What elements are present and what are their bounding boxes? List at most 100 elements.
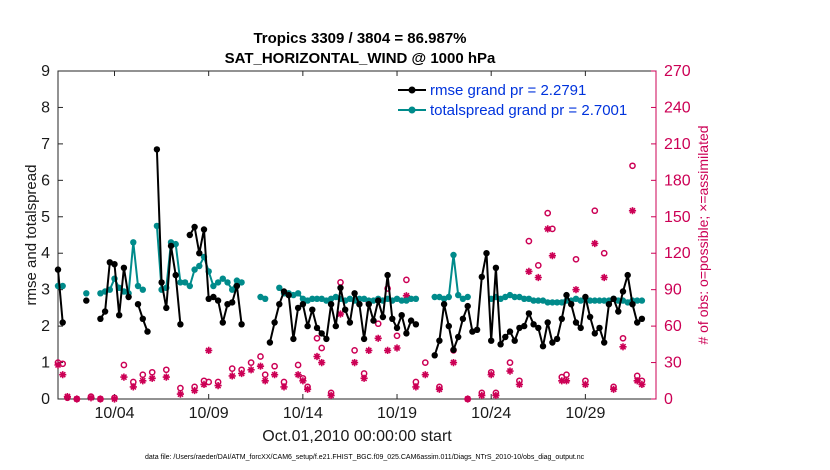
rmse-point [586,313,594,321]
assimilated-obs-series [54,207,646,403]
rmse-point [521,322,528,330]
assimilated-obs-point [360,374,368,382]
rmse-point [549,339,556,346]
rmse-point [459,315,467,322]
possible-obs-point [257,353,264,360]
possible-obs-point [351,347,358,354]
assimilated-obs-point [581,380,589,388]
assimilated-obs-point [572,286,580,294]
totalspread-point [186,282,193,290]
footnote-data-file: data file: /Users/raeder/DAI/ATM_forcXX/… [145,454,585,461]
rmse-point [238,321,245,328]
rmse-point [327,301,335,308]
assimilated-obs-point [351,359,359,367]
rmse-point [563,291,570,299]
rmse-point [158,279,165,286]
totalspread-point [59,282,66,290]
assimilated-obs-point [628,207,637,215]
totalspread-point [276,284,283,291]
assimilated-obs-point [402,292,410,300]
assimilated-obs-point [200,380,208,388]
y-axis-label-right: # of obs: o=possible; ×=assimilated [695,125,711,344]
right-tick-label: 0 [664,391,673,408]
rmse-point [294,304,302,312]
rmse-point [111,261,118,268]
rmse-point [210,293,217,301]
x-tick-label: 10/24 [471,405,511,422]
rmse-point [313,324,321,332]
x-tick-label: 10/19 [377,405,417,422]
rmse-point [309,306,316,313]
totalspread-point [459,295,467,302]
rmse-point [450,346,457,353]
assimilated-obs-point [54,361,62,369]
assimilated-obs-point [256,362,265,370]
right-tick-label: 150 [664,209,691,226]
assimilated-obs-point [176,390,184,398]
rmse-point [412,321,420,328]
assimilated-obs-point [506,367,514,375]
assimilated-obs-point [548,252,556,260]
possible-obs-point [318,344,326,352]
left-tick-label: 9 [41,63,50,80]
assimilated-obs-point [318,359,326,367]
totalspread-point [191,266,198,273]
rmse-point [530,321,537,328]
assimilated-obs-point [492,391,500,399]
rmse-point [539,343,547,350]
rmse-point [125,293,132,301]
rmse-point [619,288,627,295]
rmse-point [101,308,109,315]
possible-obs-point [506,359,514,366]
x-tick-label: 10/04 [94,405,134,422]
totalspread-point [398,297,405,304]
assimilated-obs-point [412,383,420,391]
totalspread-point [431,293,438,301]
rmse-point [445,322,452,330]
rmse-point [318,330,325,337]
assimilated-obs-point [271,371,279,379]
assimilated-obs-point [638,380,646,388]
x-axis-label: Oct.01,2010 00:00:00 start [262,428,452,445]
assimilated-obs-point [205,346,213,354]
rmse-point [568,301,575,308]
rmse-point [342,306,349,313]
rmse-point [431,352,438,359]
assimilated-obs-point [96,395,104,403]
rmse-point [440,301,448,308]
rmse-point [323,335,330,343]
left-tick-label: 4 [41,245,50,262]
possible-obs-point [120,361,128,369]
assimilated-obs-point [544,225,552,233]
assimilated-obs-point [327,391,335,399]
possible-obs-point [600,249,608,257]
rmse-point [601,339,608,346]
totalspread-point [530,297,537,304]
rmse-point [634,319,641,326]
totalspread-point [294,290,302,297]
assimilated-obs-point [261,377,269,385]
rmse-point [59,319,66,326]
totalspread-point [130,239,137,246]
assimilated-obs-point [129,383,137,391]
left-axis-ticks: 0 1 2 3 4 5 6 7 8 9 [41,63,63,408]
possible-obs-point [534,262,542,269]
totalspread-point [596,297,603,304]
assimilated-obs-point [191,386,199,395]
assimilated-obs-point [59,371,67,379]
rmse-point [229,299,236,306]
totalspread-point [544,299,551,306]
totalspread-point [464,293,471,301]
totalspread-point [624,299,631,306]
totalspread-point [214,279,222,286]
rmse-point [370,317,377,324]
assimilated-obs-point [214,382,222,390]
rmse-point [290,335,297,343]
rmse-point [610,295,617,302]
rmse-point [172,271,179,279]
possible-obs-point [271,362,278,370]
rmse-point [139,315,146,322]
totalspread-point [521,295,528,302]
totalspread-point [181,279,189,286]
rmse-point [407,317,415,324]
